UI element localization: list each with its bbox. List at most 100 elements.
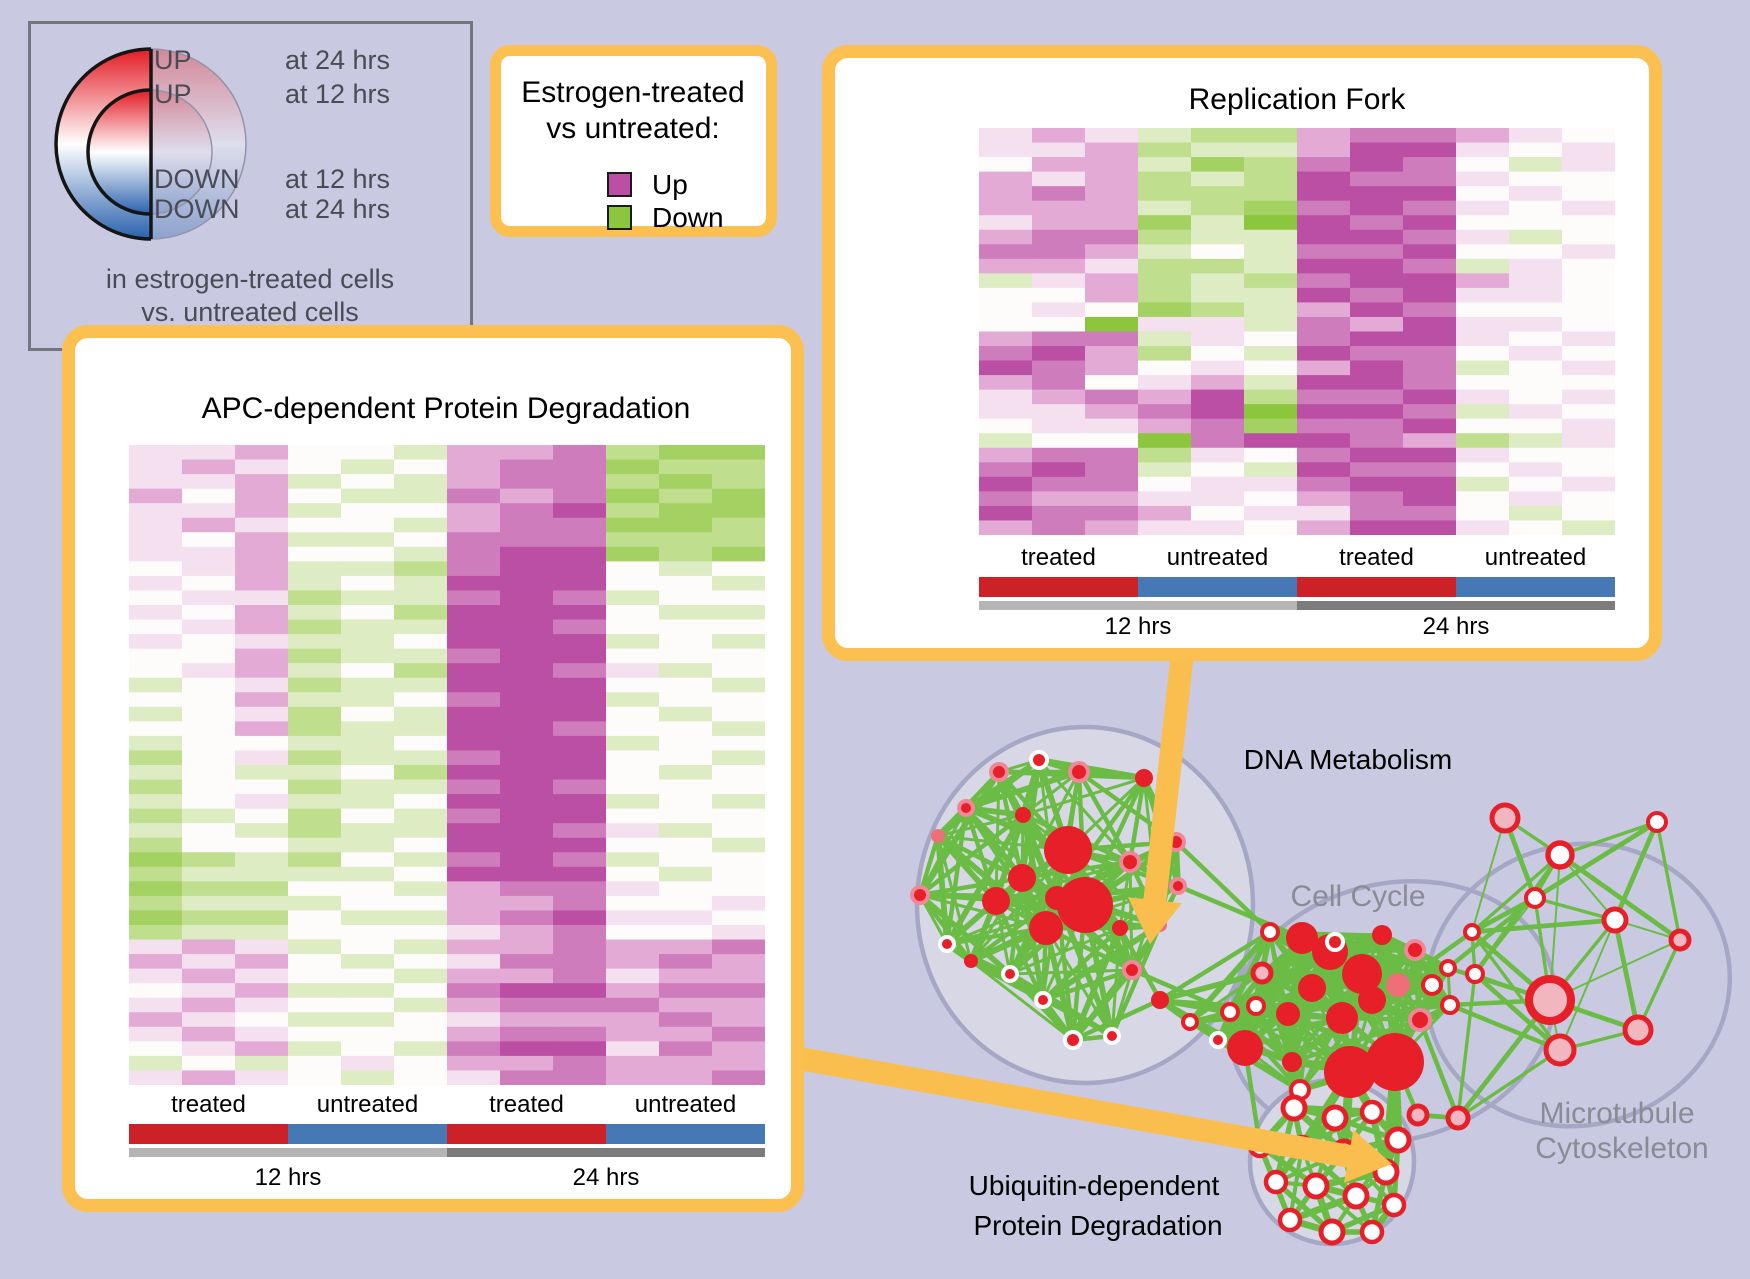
network-edge (1042, 998, 1113, 1038)
apc-group-label: untreated (316, 1091, 419, 1118)
rf-condition-bar (1138, 577, 1297, 597)
mt-gene-node (1543, 1033, 1577, 1067)
network-edge (963, 806, 1025, 880)
annotation-arrow-head (1343, 1129, 1392, 1183)
network-edge (970, 959, 1074, 1042)
mt-gene-node (1489, 802, 1521, 834)
dna-gene-node (1057, 877, 1113, 933)
network-edge (1159, 997, 1231, 1015)
cc-gene-node (1358, 986, 1386, 1014)
network-edge (1473, 972, 1562, 1052)
cc-gene-node (1298, 974, 1326, 1002)
network-edge (1612, 821, 1660, 921)
ub-gene-node (1342, 1182, 1370, 1210)
dna-gene-node (1112, 920, 1128, 936)
cc-gene-node (1408, 1008, 1432, 1032)
network-edge (1189, 971, 1263, 1024)
mt-gene-node (1525, 975, 1575, 1025)
mt-gene-node (1445, 1105, 1471, 1131)
ub-gene-node (1321, 1104, 1349, 1132)
rf-heatmap (979, 128, 1615, 535)
replication-fork-title: Replication Fork (1188, 83, 1406, 116)
dna-gene-node (1015, 807, 1031, 823)
dna-gene-node (982, 887, 1010, 915)
dna-gene-node (1029, 911, 1063, 945)
dna-gene-node (957, 799, 975, 817)
network-edge (1559, 820, 1658, 857)
dna-gene-node (1135, 769, 1153, 787)
network-edge (1559, 919, 1616, 1051)
updown-ring-icon (54, 44, 251, 244)
network-edge (1471, 817, 1506, 933)
network-edge (1334, 939, 1416, 953)
network-bridge-edge (1449, 1002, 1561, 1053)
ub-gene-node (1263, 1169, 1289, 1195)
cc-gene-node (1227, 1030, 1263, 1066)
mt-gene-node (1463, 923, 1481, 941)
dna-gene-node (1119, 851, 1141, 873)
network-edge (1636, 939, 1682, 1031)
cc-gene-node (1420, 973, 1444, 997)
network-edge (1041, 926, 1122, 1002)
dna-gene-node (1008, 864, 1036, 892)
network-edge (918, 813, 1025, 897)
mt-gene-node (1622, 1014, 1654, 1046)
network-edge (936, 835, 973, 962)
ubiquitin-dependent-label: Ubiquitin-dependent (968, 1170, 1220, 1201)
network-edge (1009, 926, 1121, 976)
cc-gene-node (1209, 1031, 1227, 1049)
ub-gene-node (1384, 1126, 1412, 1154)
cc-gene-node (1220, 1002, 1240, 1022)
apc-time-label: 12 hrs (254, 1164, 322, 1191)
apc-heatmap (129, 445, 765, 1085)
rf-condition-bar (1297, 577, 1456, 597)
color-key-box (490, 45, 777, 237)
dna-gene-node (1045, 886, 1069, 910)
apc-group-label: untreated (634, 1091, 737, 1118)
apc-time-bar (447, 1148, 765, 1157)
network-edge (1022, 770, 1080, 817)
dna-metabolism-label: DNA Metabolism (1243, 744, 1453, 775)
down-color-swatch (607, 205, 632, 230)
dna-gene-node (1068, 761, 1090, 783)
dna-gene-node (938, 935, 956, 953)
ring-dir-label: UP (154, 79, 192, 109)
ring-time-label: at 12 hrs (284, 79, 390, 109)
cc-gene-node (1404, 939, 1426, 961)
dna-gene-node (1169, 877, 1187, 895)
network-edge (965, 769, 1080, 811)
rf-time-label: 24 hrs (1422, 613, 1490, 640)
network-edge (1128, 861, 1134, 971)
network-bridge-edge (1072, 997, 1161, 1043)
cc-gene-node (1276, 1002, 1300, 1026)
rf-group-label: untreated (1484, 544, 1587, 571)
key-title-line1: Estrogen-treated (521, 76, 745, 109)
cc-gene-node (1286, 922, 1318, 954)
network-bridge-edge (1417, 1019, 1461, 1119)
dna-gene-node (1103, 1027, 1121, 1045)
up-label: Up (652, 169, 688, 200)
ring-dir-label: UP (154, 45, 192, 75)
ub-gene-node (1302, 1172, 1330, 1200)
network-edge (1655, 821, 1682, 941)
mt-gene-node (1545, 840, 1575, 870)
ub-gene-node (1277, 1207, 1303, 1233)
network-edge (1159, 970, 1263, 1003)
ub-gene-node (1359, 1219, 1385, 1245)
mt-gene-node (1465, 964, 1485, 984)
ring-dir-label: DOWN (154, 194, 240, 224)
network-edge (995, 860, 1131, 903)
apc-condition-bar (606, 1124, 765, 1144)
cc-gene-node (1324, 1046, 1376, 1098)
mt-gene-node (1406, 1103, 1430, 1127)
ub-gene-node (1359, 1099, 1385, 1125)
cc-gene-node (1282, 1052, 1302, 1072)
dna-gene-node (1044, 826, 1092, 874)
down-label: Down (652, 202, 724, 233)
network-edge (1534, 896, 1616, 922)
network-edge (994, 900, 1045, 1001)
ub-gene-node (1318, 1218, 1346, 1246)
cytoskeleton-label: Cytoskeleton (1535, 1132, 1709, 1165)
rf-group-label: treated (1021, 544, 1096, 571)
cc-gene-node (1151, 991, 1169, 1009)
